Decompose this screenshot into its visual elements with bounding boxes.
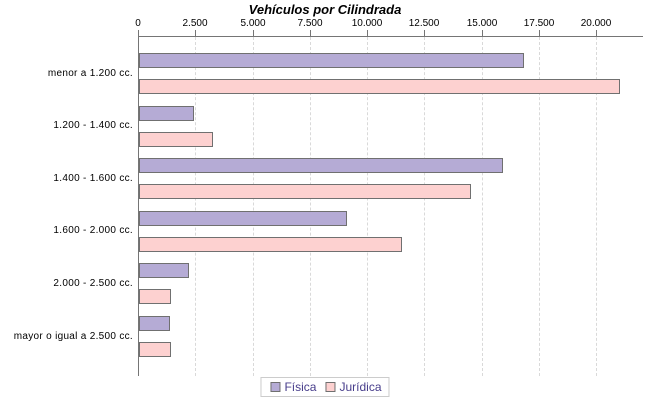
bar-juridica-0 xyxy=(139,79,620,94)
gridline xyxy=(424,37,426,376)
x-tick-mark xyxy=(482,30,483,36)
x-tick-label: 12.500 xyxy=(408,18,440,29)
y-category-label: menor a 1.200 cc. xyxy=(47,68,133,79)
x-tick-label: 20.000 xyxy=(580,18,612,29)
y-category-label: 1.600 - 2.000 cc. xyxy=(53,225,133,236)
x-tick-mark xyxy=(424,30,425,36)
x-tick-mark xyxy=(367,30,368,36)
bar-juridica-3 xyxy=(139,237,402,252)
plot-area xyxy=(138,36,643,376)
x-tick-mark xyxy=(253,30,254,36)
gridline xyxy=(596,37,598,376)
x-tick-label: 10.000 xyxy=(351,18,383,29)
x-tick-label: 17.500 xyxy=(523,18,555,29)
bar-fisica-0 xyxy=(139,53,524,68)
bar-juridica-4 xyxy=(139,289,171,304)
legend-item-fisica: Física xyxy=(270,380,316,394)
x-tick-mark xyxy=(596,30,597,36)
gridline xyxy=(481,37,483,376)
x-tick-mark xyxy=(310,30,311,36)
bar-juridica-5 xyxy=(139,342,171,357)
x-tick-mark xyxy=(539,30,540,36)
gridline xyxy=(309,37,311,376)
bar-fisica-5 xyxy=(139,316,170,331)
gridline xyxy=(252,37,254,376)
bar-fisica-2 xyxy=(139,158,503,173)
legend: Física Jurídica xyxy=(260,377,390,397)
x-tick-label: 5.000 xyxy=(240,18,266,29)
legend-swatch-fisica xyxy=(270,382,281,392)
y-category-label: 1.200 - 1.400 cc. xyxy=(53,120,133,131)
legend-label-fisica: Física xyxy=(284,380,317,394)
y-category-label: 2.000 - 2.500 cc. xyxy=(53,278,133,289)
x-tick-label: 0 xyxy=(135,18,141,29)
x-tick-label: 2.500 xyxy=(182,18,208,29)
x-tick-mark xyxy=(138,30,139,36)
y-category-label: 1.400 - 1.600 cc. xyxy=(53,173,133,184)
gridline xyxy=(538,37,540,376)
y-category-label: mayor o igual a 2.500 cc. xyxy=(13,331,133,342)
bar-fisica-3 xyxy=(139,211,347,226)
legend-swatch-juridica xyxy=(325,382,336,392)
bar-fisica-4 xyxy=(139,263,189,278)
chart-title: Vehículos por Cilindrada xyxy=(248,2,402,17)
x-tick-label: 15.000 xyxy=(466,18,498,29)
x-tick-label: 7.500 xyxy=(297,18,323,29)
legend-item-juridica: Jurídica xyxy=(325,380,382,394)
bar-juridica-2 xyxy=(139,184,471,199)
legend-label-juridica: Jurídica xyxy=(339,380,382,394)
bar-juridica-1 xyxy=(139,132,213,147)
gridline xyxy=(367,37,369,376)
gridline xyxy=(195,37,197,376)
x-tick-mark xyxy=(195,30,196,36)
bar-fisica-1 xyxy=(139,106,194,121)
